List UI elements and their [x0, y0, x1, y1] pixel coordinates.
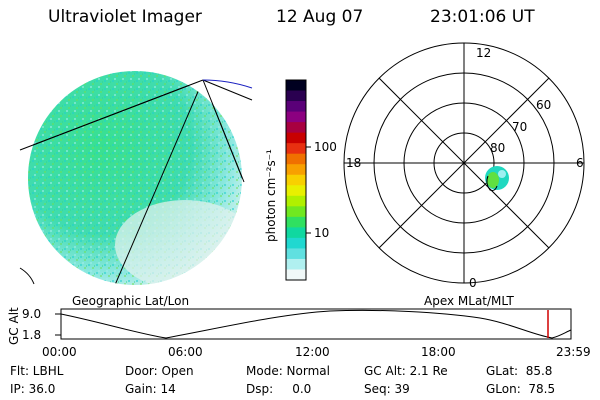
apex-caption: Apex MLat/MLT	[424, 294, 514, 308]
status-mode: Mode: Normal	[246, 364, 330, 378]
observation-time: 23:01:06 UT	[430, 7, 535, 27]
status-filter: Flt: LBHL	[10, 364, 64, 378]
colorbar-segment	[286, 143, 306, 155]
colorbar-segment	[286, 101, 306, 113]
mlat-label-70: 70	[512, 120, 528, 134]
colorbar-label-100: 100	[314, 140, 337, 154]
dim-region	[115, 200, 242, 285]
timeline-xtick: 12:00	[295, 345, 330, 359]
timeline-xtick: 06:00	[168, 345, 203, 359]
aurora-spot	[485, 166, 509, 190]
colorbar-segment	[286, 206, 306, 218]
colorbar-frame	[285, 79, 307, 281]
timeline-xtick: 23:59	[556, 345, 591, 359]
colorbar-segment	[286, 258, 306, 271]
terminator-line-ext	[19, 79, 204, 151]
colorbar-segment	[286, 111, 306, 123]
colorbar-segment	[286, 227, 306, 239]
polar-plot	[343, 42, 585, 284]
colorbar-segment	[286, 164, 306, 176]
colorbar-segment	[286, 195, 306, 207]
colorbar-segment	[286, 122, 306, 134]
mlt-label-dusk: 18	[346, 156, 362, 170]
coastline	[202, 79, 253, 89]
colorbar-segment	[286, 269, 306, 281]
mlt-label-noon: 12	[476, 46, 492, 60]
meridian-line-ext	[202, 79, 245, 183]
colorbar-segment	[286, 153, 306, 165]
status-dsp: Dsp: 0.0	[246, 382, 312, 396]
colorbar-segment	[286, 132, 306, 144]
colorbar-segment	[286, 90, 306, 102]
status-seq: Seq: 39	[364, 382, 410, 396]
meridian-line	[114, 79, 204, 285]
limb-arc	[19, 267, 35, 285]
colorbar-label-10: 10	[314, 226, 330, 240]
mlt-label-dawn: 6	[576, 156, 584, 170]
status-door: Door: Open	[125, 364, 194, 378]
meridian-line-ext	[202, 79, 253, 101]
timeline-panel	[55, 308, 572, 340]
status-glat: GLat: 85.8	[486, 364, 553, 378]
status-gain: Gain: 14	[125, 382, 176, 396]
observation-date: 12 Aug 07	[276, 7, 364, 27]
colorbar-unit-label: photon cm⁻²s⁻¹	[264, 149, 278, 242]
instrument-title: Ultraviolet Imager	[48, 7, 202, 27]
mlt-label-midnight: 0	[469, 276, 477, 290]
mlat-label-60: 60	[536, 98, 552, 112]
mlat-label-80: 80	[490, 141, 506, 155]
status-glon: GLon: 78.5	[486, 382, 556, 396]
colorbar-segment	[286, 216, 306, 228]
timeline-xtick: 18:00	[421, 345, 456, 359]
timeline-ytick-1-8: 1.8	[22, 328, 42, 342]
timeline-ytick-9: 9.0	[22, 307, 42, 321]
timeline-xtick: 00:00	[42, 345, 77, 359]
polar-coastline	[486, 175, 498, 191]
status-gc-alt: GC Alt: 2.1 Re	[364, 364, 448, 378]
earth-disk-image	[19, 71, 253, 285]
colorbar-segment	[286, 248, 306, 260]
polar-diagonal	[378, 77, 550, 249]
status-ip: IP: 36.0	[10, 382, 56, 396]
color-scale-bar	[285, 79, 307, 281]
geographic-caption: Geographic Lat/Lon	[72, 294, 190, 308]
timeline-frame	[60, 308, 572, 340]
colorbar-segment	[286, 185, 306, 197]
timeline-axis-label: GC Alt	[7, 307, 21, 345]
colorbar-segment	[286, 174, 306, 186]
colorbar-segment	[286, 237, 306, 250]
altitude-curve	[60, 309, 572, 339]
colorbar-segment	[286, 80, 306, 92]
